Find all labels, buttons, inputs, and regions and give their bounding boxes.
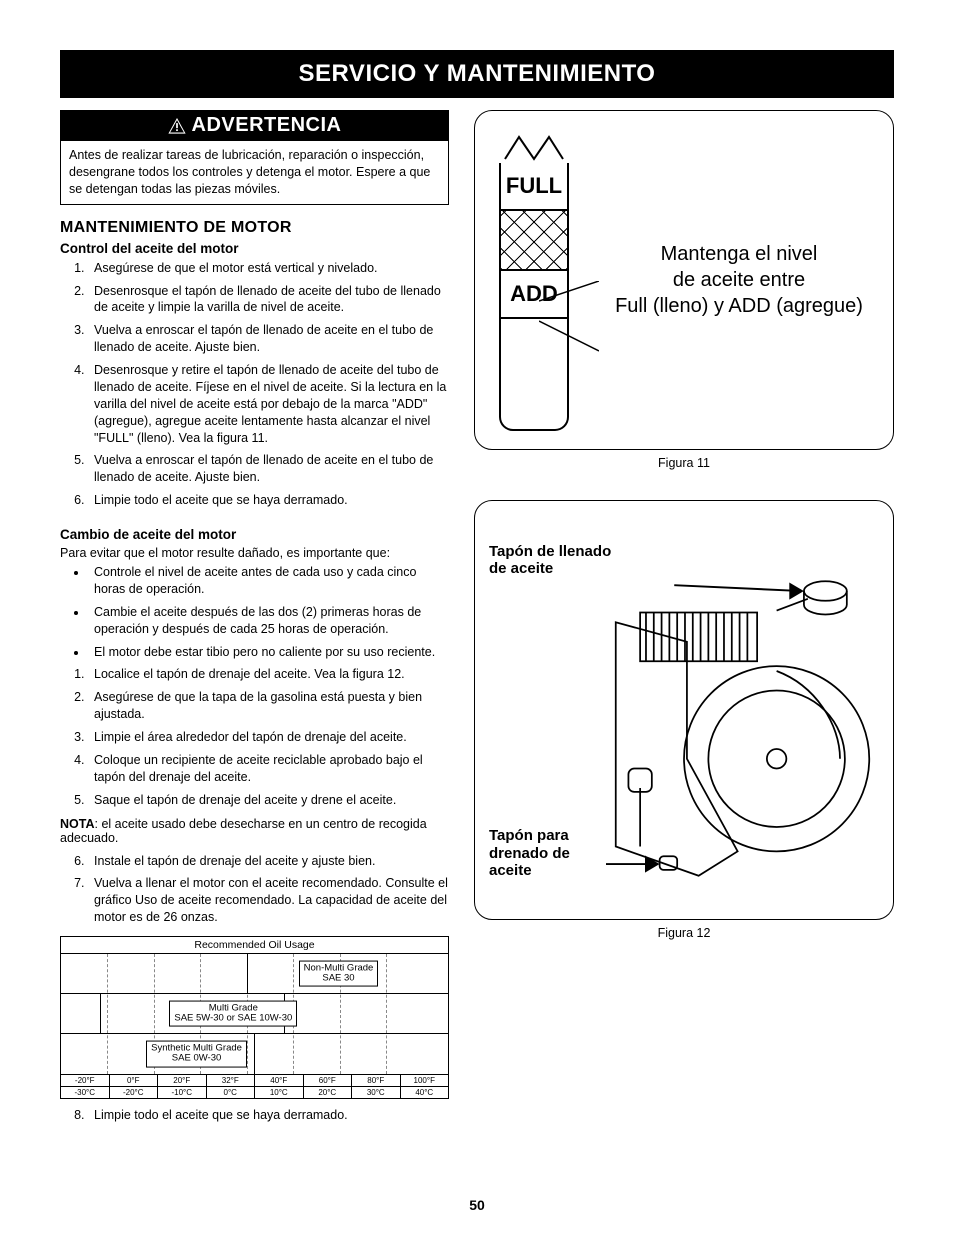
fig12-drain-l3: aceite	[489, 862, 532, 879]
leader-line-icon	[539, 281, 599, 361]
temp-cell: -20°C	[110, 1087, 159, 1098]
warning-header: ADVERTENCIA	[60, 110, 449, 141]
page-number: 50	[0, 1197, 954, 1213]
temp-cell: 20°F	[158, 1075, 207, 1086]
oil-change-intro: Para evitar que el motor resulte dañado,…	[60, 546, 449, 560]
fig12-drain-label: Tapón para drenado de aceite	[489, 827, 570, 879]
figure-12-caption: Figura 12	[474, 926, 894, 940]
temp-cell: -20°F	[61, 1075, 110, 1086]
temp-cell: 80°F	[352, 1075, 401, 1086]
temp-cell: 60°F	[304, 1075, 353, 1086]
dipstick-diagram: FULL ADD	[489, 129, 579, 431]
temp-cell: 32°F	[207, 1075, 256, 1086]
fig12-fill-l2: de aceite	[489, 560, 553, 577]
temp-cell: 40°C	[401, 1087, 449, 1098]
list-item: El motor debe estar tibio pero no calien…	[88, 644, 449, 661]
dipstick-top-icon	[499, 129, 569, 163]
list-item: Desenrosque y retire el tapón de llenado…	[88, 362, 449, 446]
figure-12-box: Tapón de llenado de aceite Tapón para dr…	[474, 500, 894, 920]
figure-11-caption-text: Mantenga el nivel de aceite entre Full (…	[599, 241, 879, 319]
list-item: Asegúrese de que el motor está vertical …	[88, 260, 449, 277]
oil-check-heading: Control del aceite del motor	[60, 241, 449, 256]
oil-change-note: NOTA: el aceite usado debe desecharse en…	[60, 817, 449, 845]
temp-cell: 0°C	[207, 1087, 256, 1098]
oil-check-steps: Asegúrese de que el motor está vertical …	[88, 260, 449, 509]
fig12-drain-l2: drenado de	[489, 845, 570, 862]
warning-triangle-icon	[168, 118, 186, 134]
oil-change-steps-b: Instale el tapón de drenaje del aceite y…	[88, 853, 449, 927]
list-item: Saque el tapón de drenaje del aceite y d…	[88, 792, 449, 809]
fig12-drain-l1: Tapón para	[489, 827, 569, 844]
list-item: Vuelva a llenar el motor con el aceite r…	[88, 875, 449, 926]
list-item: Instale el tapón de drenaje del aceite y…	[88, 853, 449, 870]
oil-change-steps-a: Localice el tapón de drenaje del aceite.…	[88, 666, 449, 808]
fig11-line3: Full (lleno) y ADD (agregue)	[599, 293, 879, 319]
list-item: Limpie el área alrededor del tapón de dr…	[88, 729, 449, 746]
list-item: Cambie el aceite después de las dos (2) …	[88, 604, 449, 638]
oil-change-bullets: Controle el nivel de aceite antes de cad…	[88, 564, 449, 660]
warning-body: Antes de realizar tareas de lubricación,…	[60, 141, 449, 205]
temp-cell: 0°F	[110, 1075, 159, 1086]
temp-cell: 20°C	[304, 1087, 353, 1098]
temp-cell: 40°F	[255, 1075, 304, 1086]
warning-header-text: ADVERTENCIA	[192, 114, 342, 137]
temp-row-f: -20°F 0°F 20°F 32°F 40°F 60°F 80°F 100°F	[61, 1074, 448, 1086]
list-item: Vuelva a enroscar el tapón de llenado de…	[88, 322, 449, 356]
figure-11-box: FULL ADD Mantenga el nivel de aceite ent…	[474, 110, 894, 450]
note-text: : el aceite usado debe desecharse en un …	[60, 817, 427, 845]
temp-cell: 100°F	[401, 1075, 449, 1086]
fig12-fill-l1: Tapón de llenado	[489, 543, 611, 560]
fig11-line1: Mantenga el nivel	[599, 241, 879, 267]
oil-change-final: Limpie todo el aceite que se haya derram…	[88, 1107, 449, 1124]
fig11-line2: de aceite entre	[599, 267, 879, 293]
oil-band-multi: Multi Grade SAE 5W-30 or SAE 10W-30	[169, 1000, 297, 1027]
oil-band-synthetic: Synthetic Multi Grade SAE 0W-30	[146, 1041, 247, 1068]
list-item: Limpie todo el aceite que se haya derram…	[88, 492, 449, 509]
temp-cell: -10°C	[158, 1087, 207, 1098]
list-item: Coloque un recipiente de aceite reciclab…	[88, 752, 449, 786]
chart-title: Recommended Oil Usage	[61, 937, 448, 954]
oil-band-sae30: Non-Multi Grade SAE 30	[299, 960, 379, 987]
page-title-bar: SERVICIO Y MANTENIMIENTO	[60, 50, 894, 98]
fig12-fill-label: Tapón de llenado de aceite	[489, 543, 611, 578]
list-item: Asegúrese de que la tapa de la gasolina …	[88, 689, 449, 723]
temp-cell: 30°C	[352, 1087, 401, 1098]
list-item: Limpie todo el aceite que se haya derram…	[88, 1107, 449, 1124]
dipstick-hatch	[501, 211, 567, 271]
figure-11-caption: Figura 11	[474, 456, 894, 470]
oil-change-heading: Cambio de aceite del motor	[60, 527, 449, 542]
list-item: Controle el nivel de aceite antes de cad…	[88, 564, 449, 598]
list-item: Vuelva a enroscar el tapón de llenado de…	[88, 452, 449, 486]
temp-cell: 10°C	[255, 1087, 304, 1098]
list-item: Desenrosque el tapón de llenado de aceit…	[88, 283, 449, 317]
note-label: NOTA	[60, 817, 95, 831]
temp-cell: -30°C	[61, 1087, 110, 1098]
dipstick-full-label: FULL	[501, 163, 567, 211]
recommended-oil-chart: Recommended Oil Usage Non-Multi Grade SA…	[60, 936, 449, 1099]
temp-row-c: -30°C -20°C -10°C 0°C 10°C 20°C 30°C 40°…	[61, 1086, 448, 1098]
section-heading: MANTENIMIENTO DE MOTOR	[60, 219, 449, 237]
list-item: Localice el tapón de drenaje del aceite.…	[88, 666, 449, 683]
